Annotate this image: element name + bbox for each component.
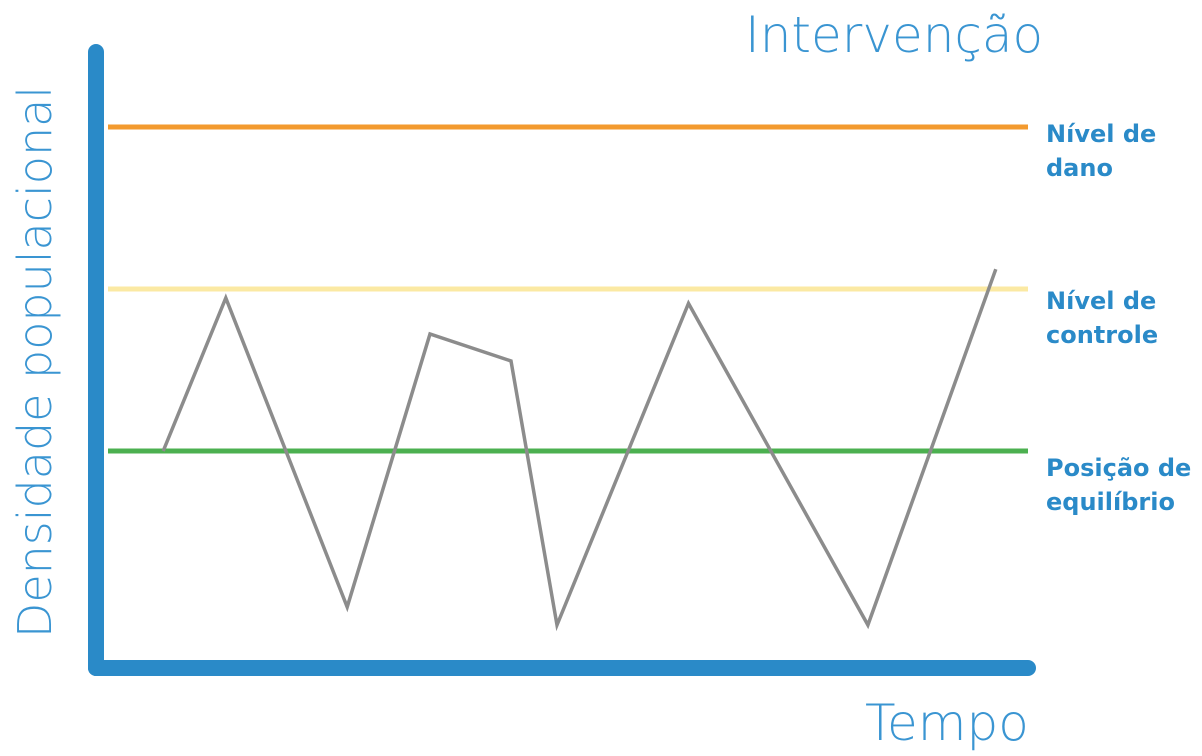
- reference-line-label-line: dano: [1046, 154, 1113, 182]
- chart-title: Intervenção: [745, 6, 1044, 64]
- reference-line-label-controle: Nível de controle: [1046, 284, 1158, 352]
- reference-line-label-line: Nível de: [1046, 120, 1157, 148]
- reference-lines: [108, 124, 1028, 454]
- reference-line-label-line: Posição de: [1046, 454, 1192, 482]
- reference-line-label-equilibrio: Posição de equilíbrio: [1046, 451, 1191, 519]
- y-axis-label: Densidade populacional: [8, 85, 62, 639]
- reference-line-label-line: controle: [1046, 321, 1159, 349]
- series-layer: [161, 268, 998, 632]
- x-axis-label: Tempo: [865, 694, 1029, 752]
- reference-line-label-dano: Nível de dano: [1046, 117, 1156, 185]
- reference-line-label-line: equilíbrio: [1046, 488, 1175, 516]
- reference-line-label-line: Nível de: [1046, 287, 1157, 315]
- series-line-0: [161, 268, 998, 632]
